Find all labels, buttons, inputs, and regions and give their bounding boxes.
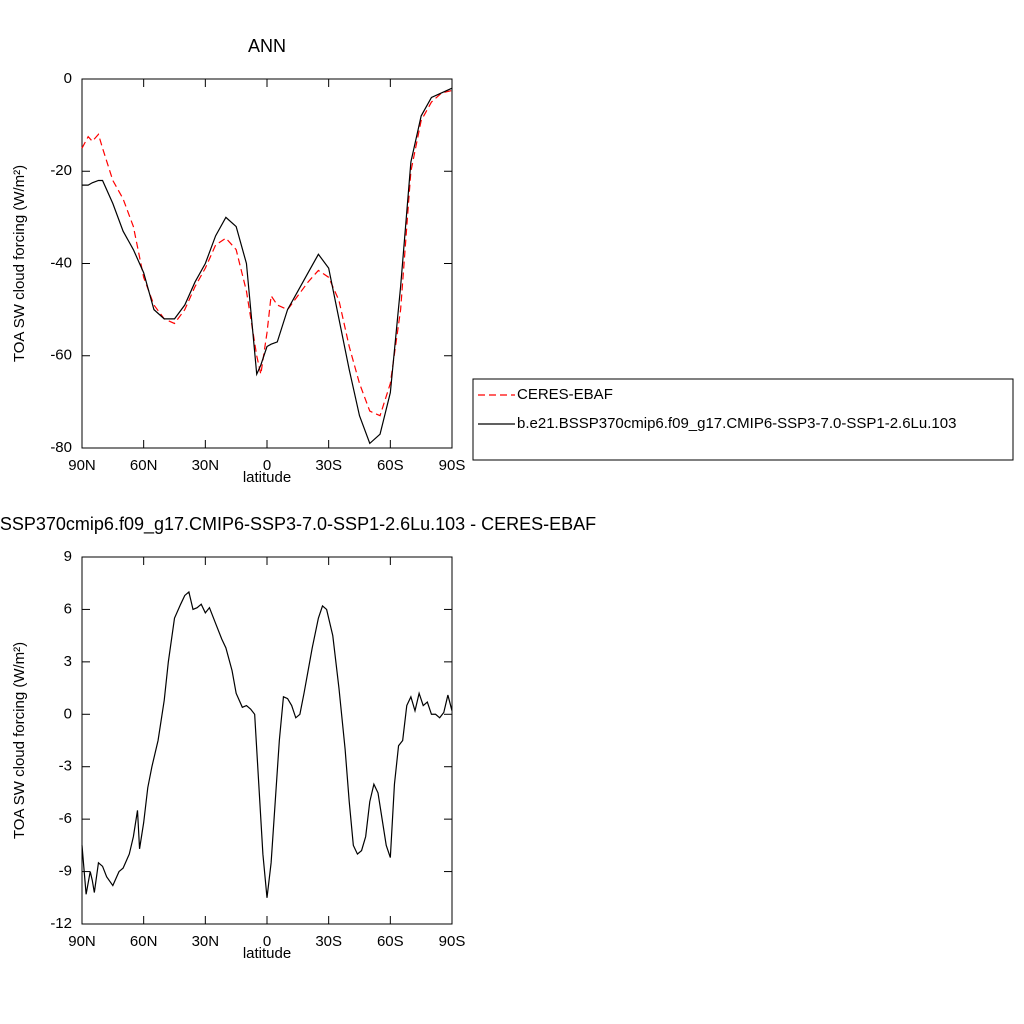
chart-title: b.e21.BSSP370cmip6.f09_g17.CMIP6-SSP3-7.… bbox=[0, 514, 596, 535]
legend-label: CERES-EBAF bbox=[517, 386, 613, 403]
x-tick-label: 30N bbox=[192, 933, 220, 950]
y-tick-label: 9 bbox=[64, 548, 72, 565]
data-line bbox=[82, 87, 453, 445]
x-tick-label: 30S bbox=[315, 457, 342, 474]
data-line bbox=[81, 590, 453, 898]
x-tick-label: 60S bbox=[377, 457, 404, 474]
x-axis-label: latitude bbox=[243, 945, 291, 962]
y-tick-label: -6 bbox=[59, 810, 72, 827]
y-tick-label: 6 bbox=[64, 600, 72, 617]
y-tick-label: -3 bbox=[59, 758, 72, 775]
x-tick-label: 90S bbox=[439, 457, 466, 474]
plot-frame bbox=[81, 556, 453, 925]
x-tick-label: 30S bbox=[315, 933, 342, 950]
legend-box bbox=[472, 378, 1014, 461]
x-tick-label: 30N bbox=[192, 457, 220, 474]
x-tick-label: 60N bbox=[130, 457, 158, 474]
data-line bbox=[81, 89, 453, 417]
y-tick-label: 0 bbox=[64, 705, 72, 722]
x-axis-label: latitude bbox=[243, 469, 291, 486]
y-tick-label: 0 bbox=[64, 70, 72, 87]
x-tick-label: 90N bbox=[68, 933, 96, 950]
y-tick-label: -12 bbox=[50, 915, 72, 932]
x-tick-label: 0 bbox=[263, 933, 271, 950]
legend-label: b.e21.BSSP370cmip6.f09_g17.CMIP6-SSP3-7.… bbox=[517, 415, 956, 432]
y-tick-label: -9 bbox=[59, 863, 72, 880]
plot-frame bbox=[81, 78, 453, 449]
y-axis-label: TOA SW cloud forcing (W/m²) bbox=[11, 642, 28, 839]
y-tick-label: -80 bbox=[50, 439, 72, 456]
y-tick-label: -20 bbox=[50, 162, 72, 179]
chart-title: ANN bbox=[248, 36, 286, 56]
y-tick-label: -40 bbox=[50, 254, 72, 271]
x-tick-label: 90S bbox=[439, 933, 466, 950]
y-tick-label: 3 bbox=[64, 653, 72, 670]
x-tick-label: 60N bbox=[130, 933, 158, 950]
y-axis-label: TOA SW cloud forcing (W/m²) bbox=[11, 165, 28, 362]
x-tick-label: 60S bbox=[377, 933, 404, 950]
x-tick-label: 0 bbox=[263, 457, 271, 474]
y-tick-label: -60 bbox=[50, 347, 72, 364]
x-tick-label: 90N bbox=[68, 457, 96, 474]
